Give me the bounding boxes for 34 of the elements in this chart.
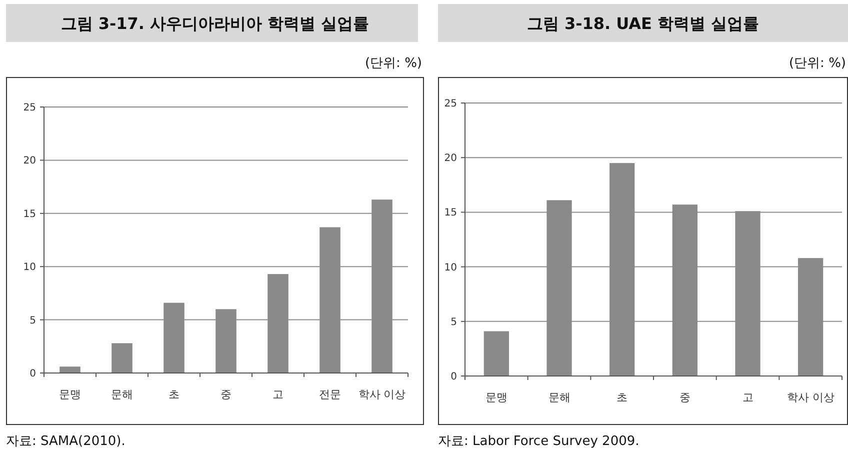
bar: [484, 331, 509, 376]
y-tick-label: 5: [30, 315, 36, 326]
y-tick-label: 0: [450, 372, 457, 382]
chart-title: 그림 3-18. UAE 학력별 실업률: [526, 14, 760, 33]
text: (단위: %): [788, 56, 846, 71]
y-tick-label: 10: [23, 262, 36, 274]
x-tick-label: 문해: [548, 391, 570, 404]
y-tick-label: 10: [444, 262, 457, 274]
x-tick-label: 문맹: [485, 391, 508, 404]
bar: [60, 366, 80, 373]
y-tick-label: 20: [444, 153, 457, 164]
x-tick-label: 중: [220, 388, 232, 401]
x-tick-label: 전문: [319, 388, 341, 401]
x-tick-label: 학사 이상: [358, 388, 406, 401]
y-tick-label: 15: [444, 208, 457, 219]
x-tick-label: 학사 이상: [786, 391, 834, 404]
y-tick-label: 5: [450, 316, 457, 328]
bar: [112, 343, 132, 373]
y-tick-label: 0: [30, 368, 36, 380]
text: 자료: Labor Force Survey 2009.: [438, 434, 640, 449]
chart-title: 그림 3-17. 사우디아라비아 학력별 실업률: [60, 14, 370, 33]
x-tick-label: 문해: [111, 388, 133, 401]
x-tick-label: 중: [679, 391, 690, 404]
y-tick-label: 20: [23, 156, 36, 167]
y-tick-label: 25: [23, 102, 36, 114]
y-tick-label: 15: [23, 208, 36, 220]
x-tick-label: 초: [168, 388, 180, 401]
x-tick-label: 고: [742, 391, 754, 404]
text: (단위: %): [364, 56, 422, 71]
y-tick-label: 25: [444, 98, 457, 110]
x-tick-label: 문맹: [59, 388, 81, 401]
x-tick-label: 고: [272, 388, 284, 401]
text: 자료: SAMA(2010).: [6, 434, 126, 449]
x-tick-label: 초: [616, 391, 628, 404]
